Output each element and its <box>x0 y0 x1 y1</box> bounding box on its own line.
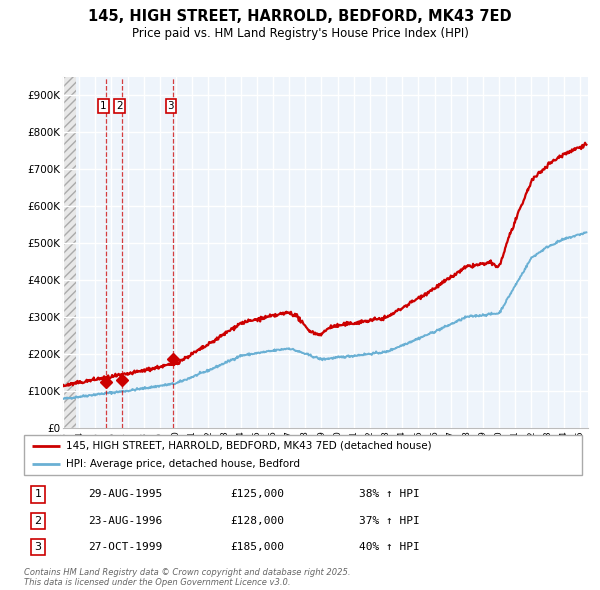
Text: 3: 3 <box>34 542 41 552</box>
Text: 1: 1 <box>100 101 107 112</box>
Text: 2: 2 <box>34 516 41 526</box>
Text: 27-OCT-1999: 27-OCT-1999 <box>88 542 163 552</box>
Text: 23-AUG-1996: 23-AUG-1996 <box>88 516 163 526</box>
Text: £128,000: £128,000 <box>230 516 284 526</box>
Text: 40% ↑ HPI: 40% ↑ HPI <box>359 542 419 552</box>
Text: 38% ↑ HPI: 38% ↑ HPI <box>359 489 419 499</box>
Text: £125,000: £125,000 <box>230 489 284 499</box>
Text: 3: 3 <box>167 101 174 112</box>
Text: £185,000: £185,000 <box>230 542 284 552</box>
Text: 2: 2 <box>116 101 123 112</box>
Text: HPI: Average price, detached house, Bedford: HPI: Average price, detached house, Bedf… <box>66 459 300 469</box>
FancyBboxPatch shape <box>24 435 582 475</box>
Text: 37% ↑ HPI: 37% ↑ HPI <box>359 516 419 526</box>
Text: Contains HM Land Registry data © Crown copyright and database right 2025.
This d: Contains HM Land Registry data © Crown c… <box>24 568 350 587</box>
Text: 1: 1 <box>34 489 41 499</box>
Text: 29-AUG-1995: 29-AUG-1995 <box>88 489 163 499</box>
Text: Price paid vs. HM Land Registry's House Price Index (HPI): Price paid vs. HM Land Registry's House … <box>131 27 469 40</box>
Text: 145, HIGH STREET, HARROLD, BEDFORD, MK43 7ED: 145, HIGH STREET, HARROLD, BEDFORD, MK43… <box>88 9 512 24</box>
Text: 145, HIGH STREET, HARROLD, BEDFORD, MK43 7ED (detached house): 145, HIGH STREET, HARROLD, BEDFORD, MK43… <box>66 441 431 451</box>
Bar <box>63 77 76 428</box>
